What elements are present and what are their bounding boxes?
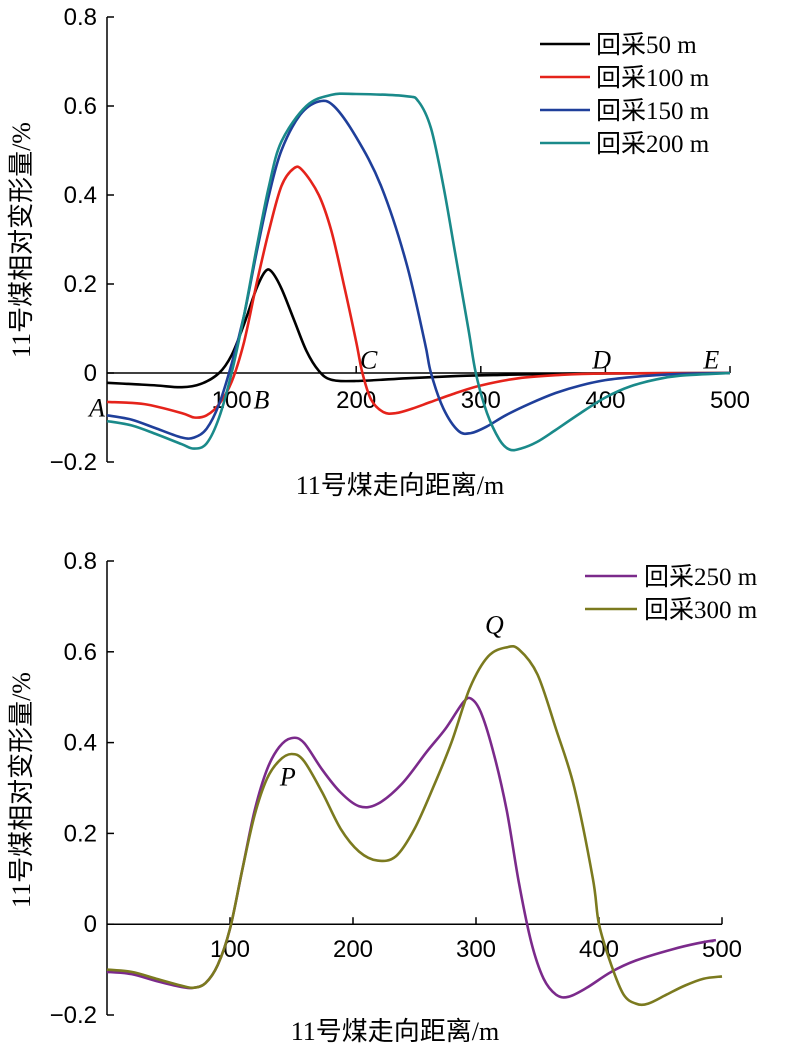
x-tick-label: 300 — [456, 936, 496, 963]
y-tick-label: −0.2 — [50, 449, 97, 476]
y-tick-label: −0.2 — [50, 1002, 97, 1029]
series-line-3 — [106, 92, 731, 452]
legend-label-1: 回采100 m — [596, 64, 710, 92]
y-tick-label: 0.6 — [64, 93, 97, 120]
y-tick-label: 0 — [84, 911, 97, 938]
y-axis-title: 11号煤相对变形量/% — [7, 122, 36, 358]
point-annotation-D: D — [591, 346, 611, 375]
legend-label-2: 回采150 m — [596, 97, 710, 125]
y-tick-label: 0 — [84, 360, 97, 387]
legend-label-3: 回采200 m — [596, 130, 710, 158]
series-line-0 — [106, 268, 731, 389]
y-tick-label: 0.2 — [64, 820, 97, 847]
point-annotation-Q: Q — [485, 611, 504, 640]
x-tick-label: 500 — [710, 387, 750, 414]
y-axis-title: 11号煤相对变形量/% — [7, 672, 36, 908]
y-tick-label: 0.8 — [64, 548, 97, 575]
point-annotation-C: C — [360, 346, 378, 375]
y-tick-label: 0.4 — [64, 730, 97, 757]
legend-label-1: 回采300 m — [644, 596, 758, 624]
x-axis-title: 11号煤走向距离/m — [291, 1017, 499, 1046]
series-line-1 — [106, 644, 723, 1007]
point-annotation-B: B — [254, 386, 270, 415]
series-line-2 — [106, 99, 731, 440]
x-tick-label: 100 — [210, 936, 250, 963]
x-axis-title: 11号煤走向距离/m — [296, 471, 504, 500]
legend-label-0: 回采50 m — [596, 31, 697, 59]
x-tick-label: 400 — [579, 936, 619, 963]
point-annotation-E: E — [702, 346, 719, 375]
x-tick-label: 200 — [333, 936, 373, 963]
series-line-0 — [106, 696, 717, 999]
point-annotation-A: A — [87, 394, 105, 423]
series-line-1 — [106, 165, 731, 419]
y-tick-label: 0.8 — [64, 4, 97, 31]
y-tick-label: 0.4 — [64, 182, 97, 209]
point-annotation-P: P — [279, 763, 296, 792]
x-tick-label: 200 — [336, 387, 376, 414]
y-tick-label: 0.2 — [64, 271, 97, 298]
y-tick-label: 0.6 — [64, 639, 97, 666]
legend-label-0: 回采250 m — [644, 563, 758, 591]
